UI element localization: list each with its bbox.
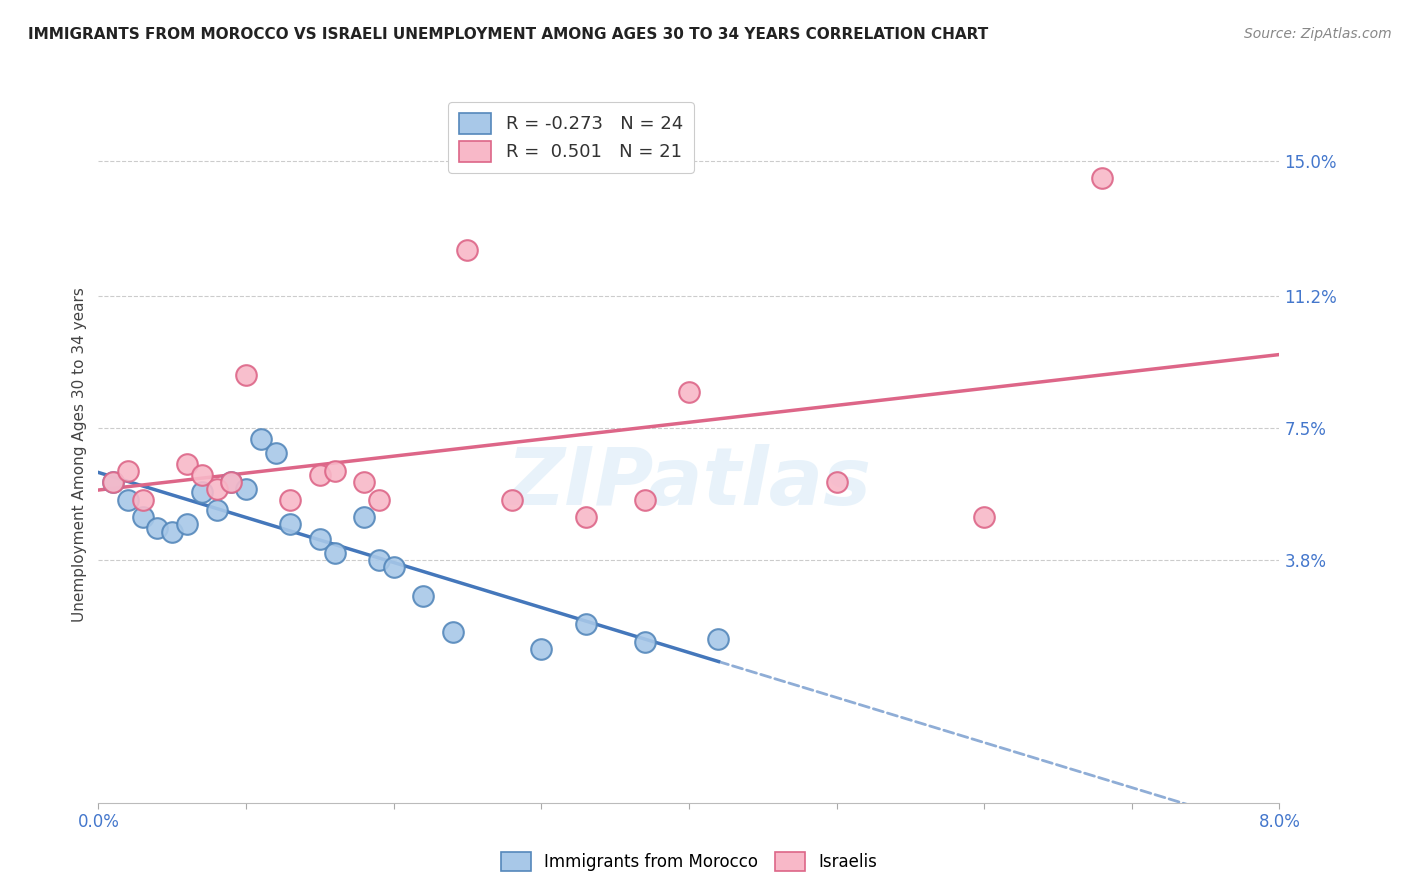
Text: IMMIGRANTS FROM MOROCCO VS ISRAELI UNEMPLOYMENT AMONG AGES 30 TO 34 YEARS CORREL: IMMIGRANTS FROM MOROCCO VS ISRAELI UNEMP… <box>28 27 988 42</box>
Point <box>501 492 523 507</box>
Point <box>308 532 332 546</box>
Point <box>678 385 700 400</box>
Point <box>219 475 242 489</box>
Text: ZIPatlas: ZIPatlas <box>506 443 872 522</box>
Point <box>278 492 302 507</box>
Point <box>633 635 655 649</box>
Point <box>633 492 655 507</box>
Point <box>191 485 214 500</box>
Point <box>323 464 346 478</box>
Point <box>103 475 125 489</box>
Point <box>103 475 125 489</box>
Point <box>412 589 434 603</box>
Point <box>176 457 198 471</box>
Point <box>530 642 553 657</box>
Point <box>191 467 214 482</box>
Point <box>707 632 730 646</box>
Point <box>825 475 848 489</box>
Point <box>146 521 169 535</box>
Point <box>205 503 228 517</box>
Point <box>574 510 596 524</box>
Point <box>176 517 198 532</box>
Point <box>219 475 242 489</box>
Point <box>264 446 287 460</box>
Point <box>278 517 302 532</box>
Point <box>353 475 375 489</box>
Point <box>353 510 375 524</box>
Point <box>117 464 139 478</box>
Point <box>117 492 139 507</box>
Point <box>162 524 183 539</box>
Point <box>132 492 155 507</box>
Legend: Immigrants from Morocco, Israelis: Immigrants from Morocco, Israelis <box>494 846 884 878</box>
Point <box>574 617 596 632</box>
Point <box>250 432 273 446</box>
Point <box>441 624 464 639</box>
Text: Source: ZipAtlas.com: Source: ZipAtlas.com <box>1244 27 1392 41</box>
Point <box>367 553 389 567</box>
Point <box>1091 171 1114 186</box>
Point <box>456 243 478 257</box>
Point <box>235 368 257 382</box>
Point <box>382 560 405 574</box>
Point <box>973 510 995 524</box>
Point <box>323 546 346 560</box>
Point <box>367 492 389 507</box>
Point <box>205 482 228 496</box>
Point <box>308 467 332 482</box>
Y-axis label: Unemployment Among Ages 30 to 34 years: Unemployment Among Ages 30 to 34 years <box>72 287 87 623</box>
Point <box>235 482 257 496</box>
Point <box>132 510 155 524</box>
